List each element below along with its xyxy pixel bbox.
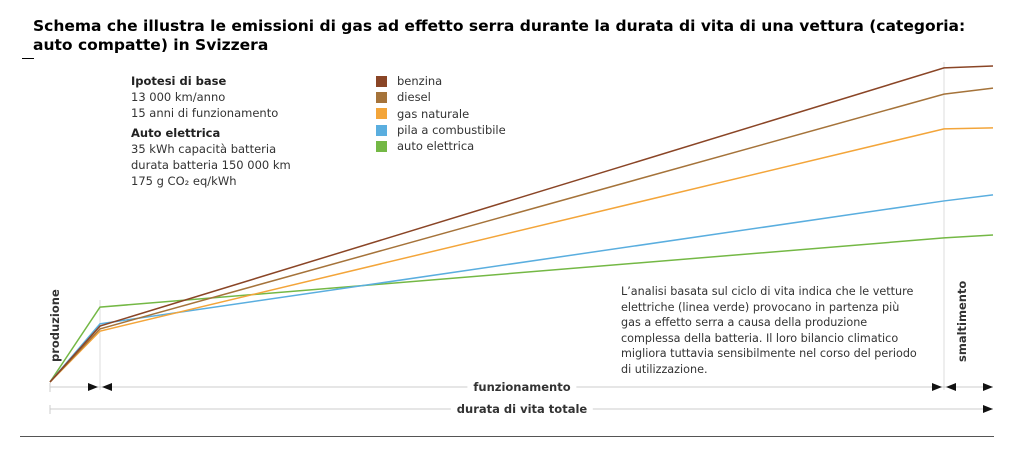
legend-swatch xyxy=(376,140,387,152)
base-heading: Ipotesi di base xyxy=(131,74,227,88)
legend-label: gas naturale xyxy=(397,106,470,121)
legend: benzina diesel gas naturale pila a combusti… xyxy=(376,73,506,154)
series-line-benzina xyxy=(49,65,994,383)
ev-line: 175 g CO₂ eq/kWh xyxy=(131,174,237,188)
total-lifetime-label: durata di vita totale xyxy=(450,402,594,416)
arrow-right-icon xyxy=(932,383,942,391)
annotation-text: L’analisi basata sul ciclo di vita indic… xyxy=(621,285,917,376)
ev-line: 35 kWh capacità batteria xyxy=(131,142,277,156)
legend-swatch xyxy=(376,108,387,120)
phase-label-funzionamento: funzionamento xyxy=(467,380,577,394)
series-line-gas-naturale xyxy=(49,127,994,383)
phase-label-produzione: produzione xyxy=(48,289,62,362)
series-line-diesel xyxy=(49,87,994,383)
legend-label: auto elettrica xyxy=(397,139,475,154)
arrow-left-icon xyxy=(102,383,112,391)
arrow-right-icon xyxy=(88,383,98,391)
base-line: 13 000 km/anno xyxy=(131,90,226,104)
ev-line: durata batteria 150 000 km xyxy=(131,158,291,172)
phase-label-smaltimento: smaltimento xyxy=(955,280,969,362)
series-line-auto-elettrica xyxy=(49,234,994,383)
arrow-right-icon xyxy=(983,405,993,413)
arrow-right-icon xyxy=(983,383,993,391)
legend-swatch xyxy=(376,75,387,87)
base-line: 15 anni di funzionamento xyxy=(131,106,279,120)
arrow-left-icon xyxy=(946,383,956,391)
legend-item: diesel xyxy=(376,89,506,105)
legend-label: diesel xyxy=(397,90,431,105)
ev-heading: Auto elettrica xyxy=(131,126,221,140)
legend-item: auto elettrica xyxy=(376,138,506,154)
legend-item: gas naturale xyxy=(376,106,506,122)
legend-label: benzina xyxy=(397,74,443,88)
legend-swatch xyxy=(376,91,387,103)
bottom-rule xyxy=(20,436,994,437)
legend-item: benzina xyxy=(376,73,506,89)
assumptions-block: Ipotesi di base 13 000 km/anno 15 anni d… xyxy=(131,73,291,189)
legend-item: pila a combustibile xyxy=(376,122,506,138)
legend-label: pila a combustibile xyxy=(397,122,506,137)
legend-swatch xyxy=(376,124,387,136)
page-title: Schema che illustra le emissioni di gas … xyxy=(33,17,966,54)
title-underline xyxy=(22,58,34,59)
